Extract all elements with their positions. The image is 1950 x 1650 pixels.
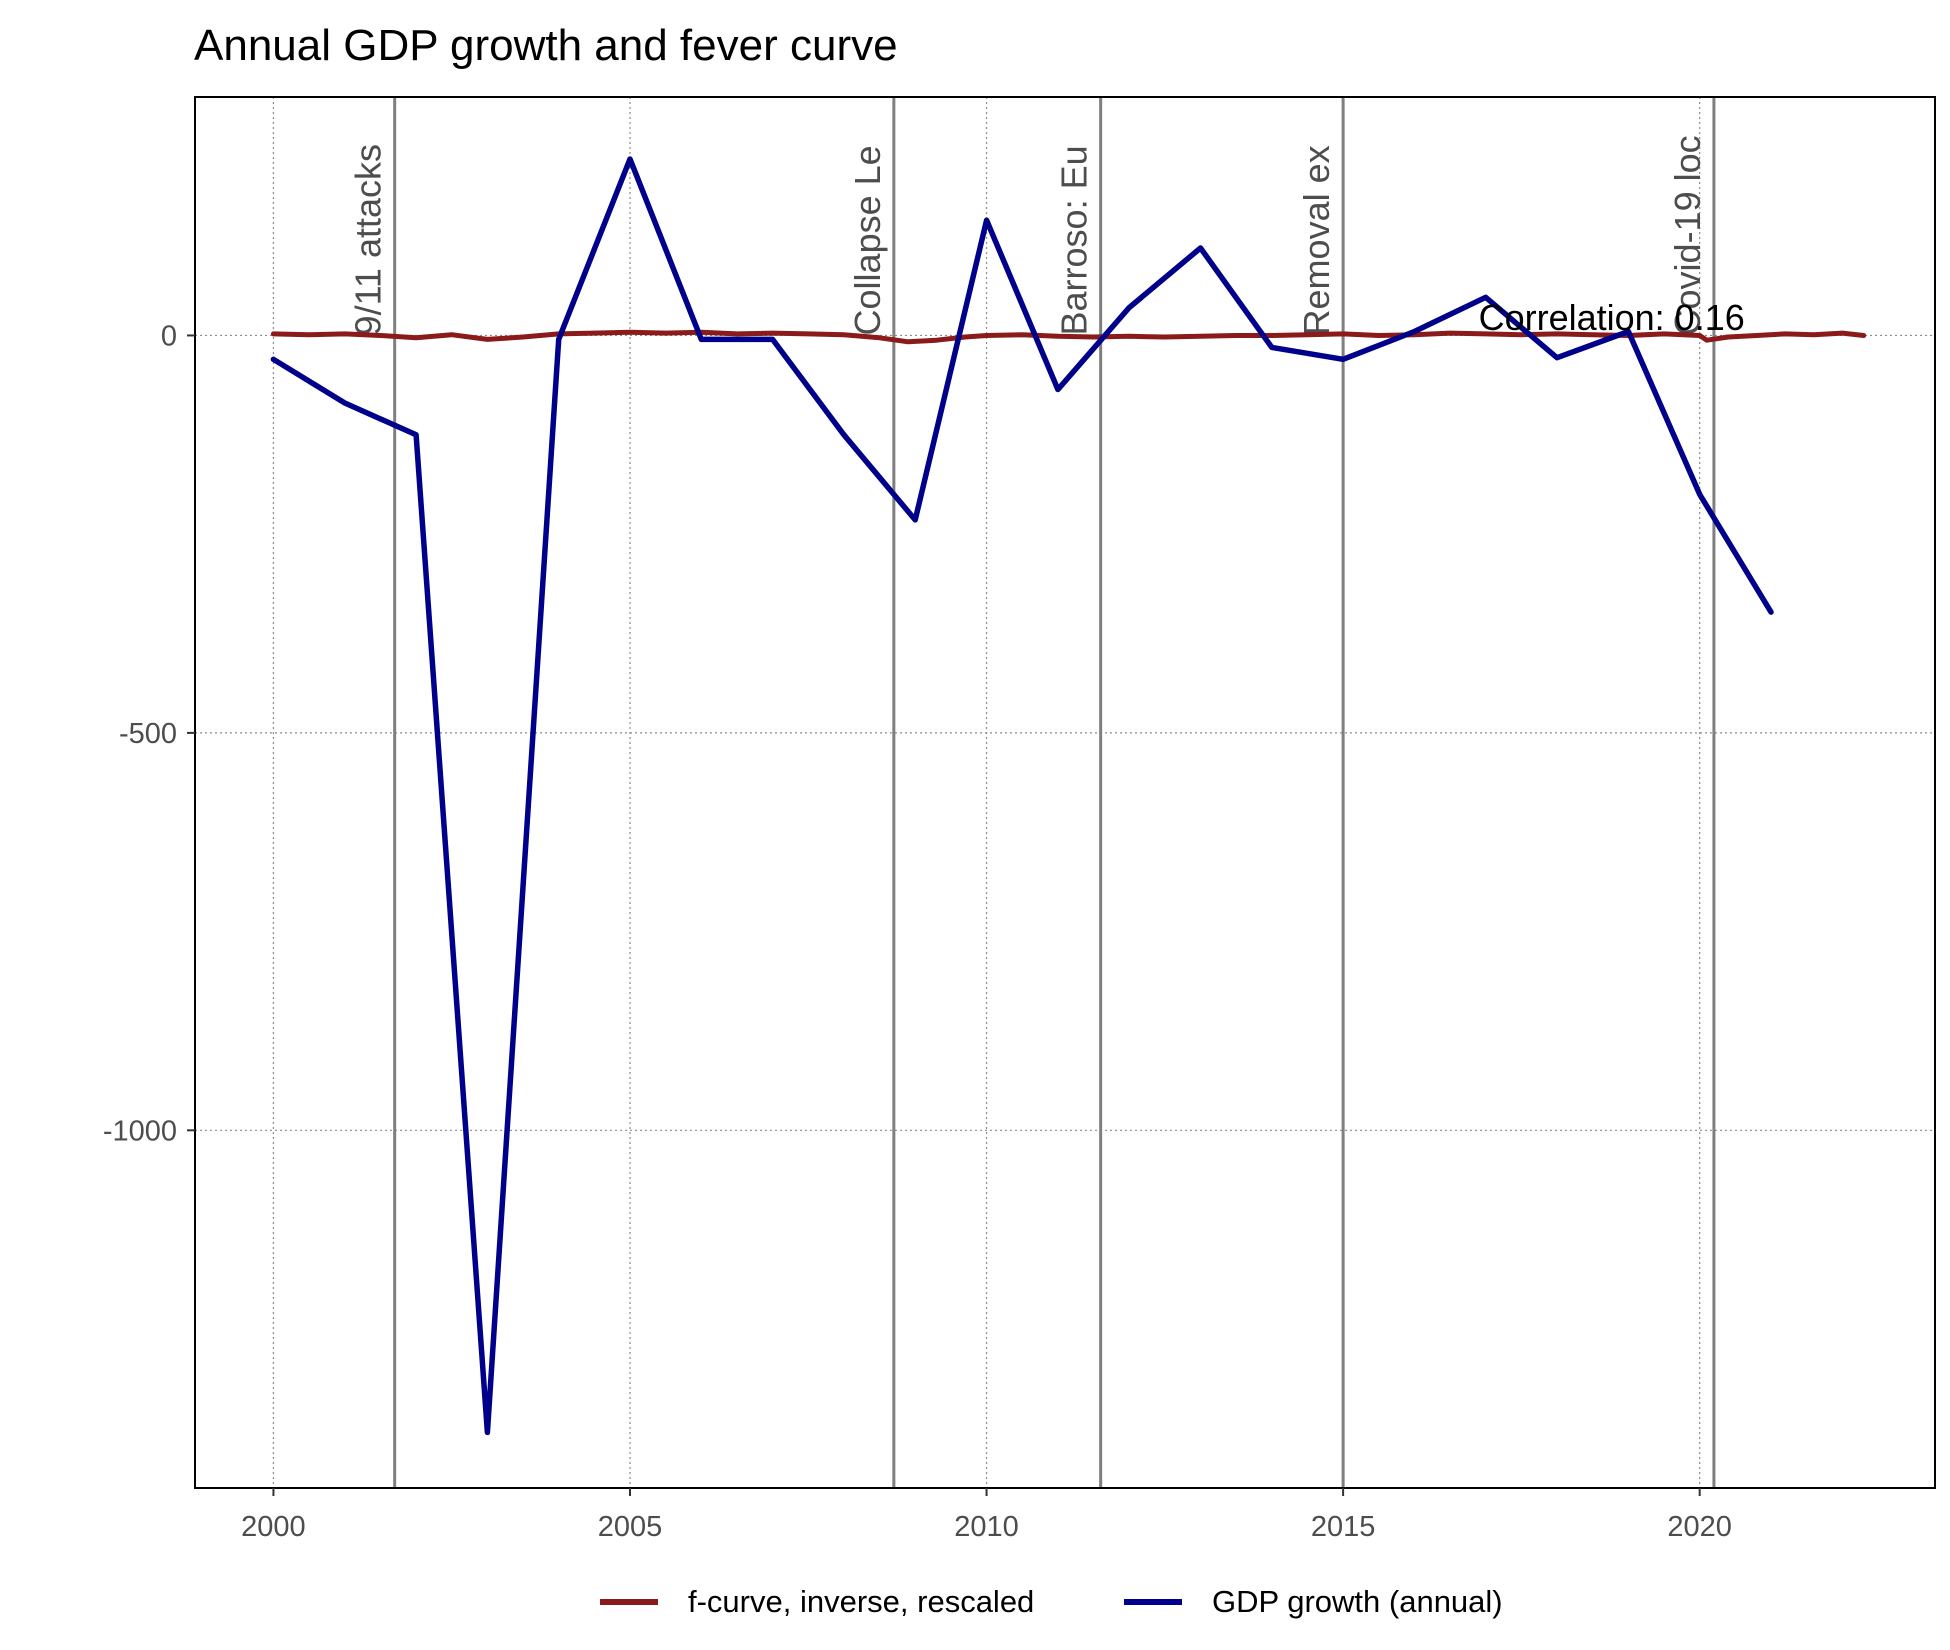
axis-ticks: 2000 2005 2010 2015 2020 0 -500 -1000	[103, 320, 1732, 1543]
correlation-annotation: Correlation: 0.16	[1479, 297, 1745, 338]
y-tick-label: 0	[161, 320, 177, 352]
legend-label-fcurve: f-curve, inverse, rescaled	[688, 1584, 1034, 1619]
legend: f-curve, inverse, rescaled GDP growth (a…	[600, 1584, 1503, 1619]
event-label: 9/11 attacks	[348, 144, 389, 335]
y-tick-label: -500	[119, 718, 177, 750]
event-markers: 9/11 attacks Collapse Le Barroso: Eu Remova…	[348, 97, 1716, 1488]
chart-title: Annual GDP growth and fever curve	[194, 21, 898, 70]
series-lines	[270, 156, 1867, 1436]
x-tick-label: 2005	[598, 1511, 663, 1543]
event-label: Collapse Le	[847, 145, 888, 335]
event-label: Barroso: Eu	[1054, 145, 1095, 335]
x-tick-label: 2010	[954, 1511, 1019, 1543]
plot-panel-border	[194, 96, 1936, 1489]
x-tick-label: 2015	[1311, 1511, 1376, 1543]
series-line-gdp	[270, 156, 1774, 1436]
event-label: Removal ex	[1296, 145, 1337, 335]
x-tick-label: 2020	[1667, 1511, 1732, 1543]
x-tick-label: 2000	[241, 1511, 306, 1543]
event-label: Covid-19 loc	[1667, 135, 1708, 335]
y-tick-label: -1000	[103, 1115, 177, 1147]
legend-label-gdp: GDP growth (annual)	[1212, 1584, 1503, 1619]
